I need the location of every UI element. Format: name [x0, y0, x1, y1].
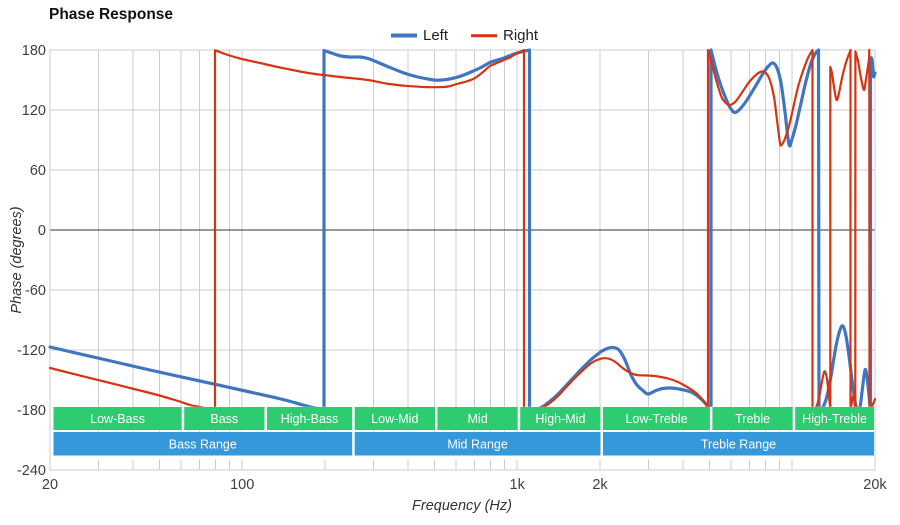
svg-text:Bass: Bass	[210, 412, 238, 426]
svg-text:Low-Treble: Low-Treble	[625, 412, 687, 426]
svg-text:-240: -240	[17, 463, 46, 479]
svg-text:Low-Mid: Low-Mid	[371, 412, 418, 426]
svg-text:Mid Range: Mid Range	[447, 438, 507, 452]
svg-text:Right: Right	[503, 27, 539, 44]
svg-text:-120: -120	[17, 343, 46, 359]
svg-text:20: 20	[42, 477, 58, 493]
svg-text:0: 0	[38, 223, 46, 239]
svg-text:60: 60	[30, 163, 46, 179]
svg-text:High-Treble: High-Treble	[802, 412, 867, 426]
svg-text:Bass Range: Bass Range	[169, 438, 237, 452]
svg-text:Phase Response: Phase Response	[49, 6, 173, 23]
svg-text:High-Bass: High-Bass	[281, 412, 339, 426]
svg-text:Frequency (Hz): Frequency (Hz)	[412, 498, 512, 514]
svg-text:120: 120	[22, 103, 46, 119]
svg-text:Treble Range: Treble Range	[701, 438, 776, 452]
svg-text:1k: 1k	[510, 477, 526, 493]
svg-text:High-Mid: High-Mid	[535, 412, 585, 426]
svg-text:Treble: Treble	[735, 412, 770, 426]
svg-text:Low-Bass: Low-Bass	[90, 412, 145, 426]
svg-text:Mid: Mid	[468, 412, 488, 426]
svg-text:180: 180	[22, 43, 46, 59]
svg-text:Left: Left	[423, 27, 449, 44]
svg-text:Phase (degrees): Phase (degrees)	[9, 206, 25, 313]
svg-text:-60: -60	[25, 283, 46, 299]
svg-text:2k: 2k	[592, 477, 608, 493]
svg-text:100: 100	[230, 477, 254, 493]
svg-text:20k: 20k	[863, 477, 887, 493]
svg-text:-180: -180	[17, 403, 46, 419]
